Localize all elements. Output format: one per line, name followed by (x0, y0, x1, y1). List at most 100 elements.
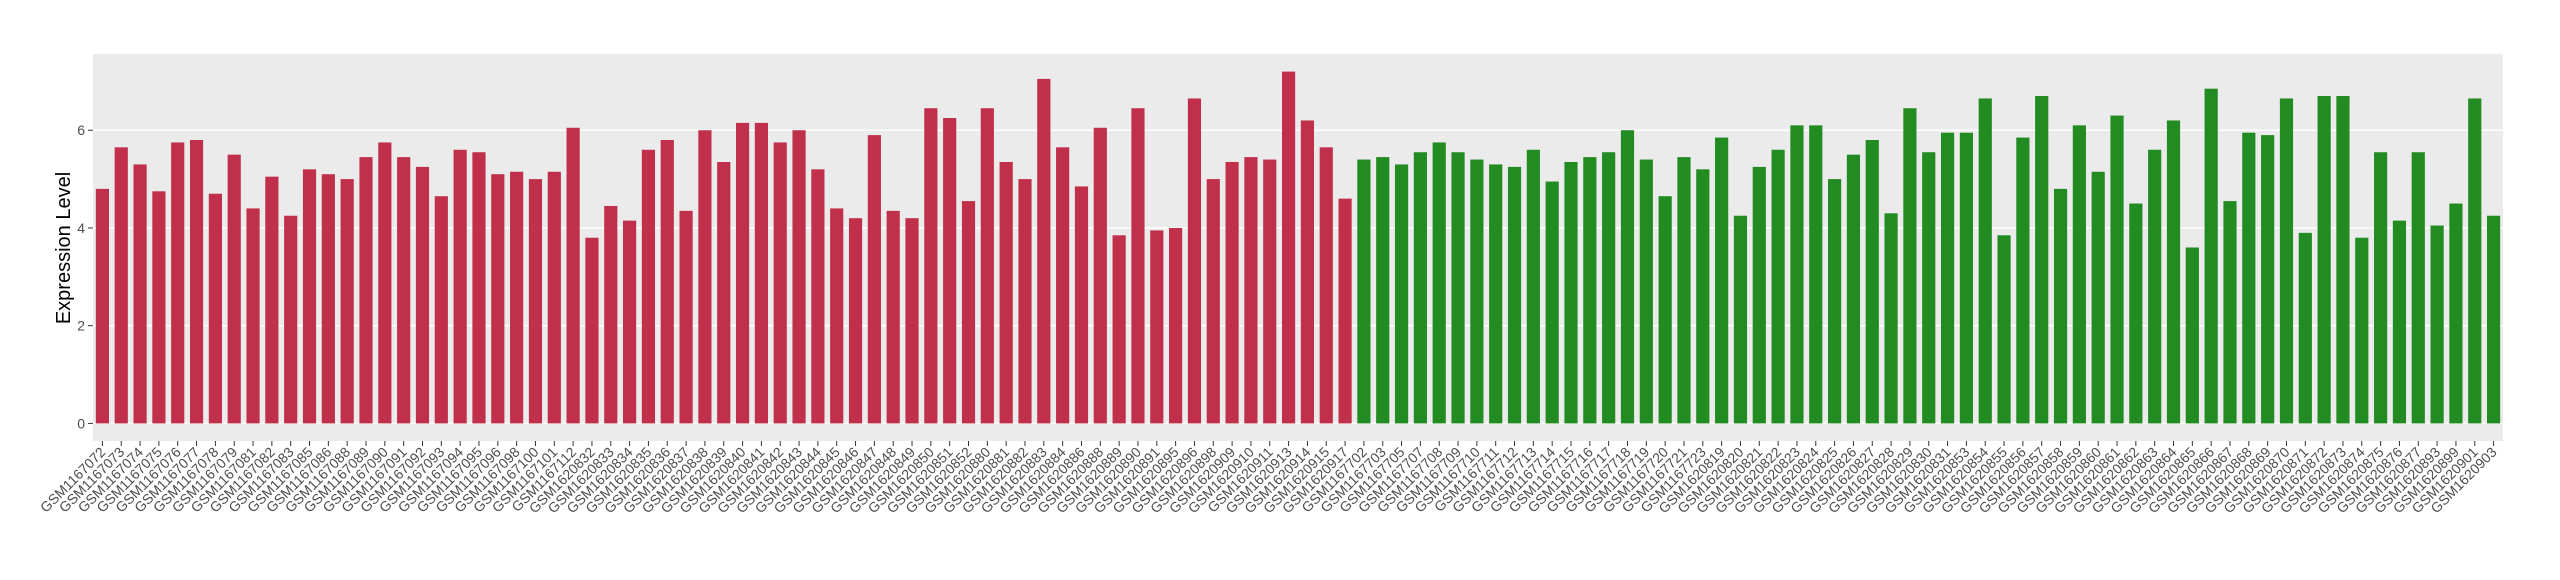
bar (302, 169, 317, 424)
bar (1263, 159, 1277, 424)
bar (1583, 157, 1597, 424)
bar (1206, 179, 1220, 424)
bar (811, 169, 825, 424)
y-tick-label: 6 (77, 122, 85, 138)
bar (961, 201, 976, 424)
bar (2261, 135, 2275, 424)
bar (2242, 132, 2256, 424)
bar (1131, 108, 1145, 424)
bar (1997, 235, 2011, 424)
bar (604, 205, 618, 424)
bar (2468, 98, 2482, 424)
bar (2317, 96, 2331, 424)
bar (2053, 188, 2068, 424)
bar (623, 220, 637, 424)
bar (171, 142, 185, 424)
bar (265, 176, 279, 424)
bar (698, 130, 712, 424)
bar (133, 164, 147, 424)
bar (1639, 159, 1653, 424)
bar (1093, 127, 1107, 424)
bar (754, 122, 768, 424)
bar (1715, 137, 1729, 424)
bar (2166, 120, 2181, 424)
bar (848, 218, 863, 424)
bar (1602, 152, 1616, 424)
bar (1828, 179, 1842, 424)
bar (924, 108, 938, 424)
bar (1413, 152, 1427, 424)
bar (1056, 147, 1070, 424)
bar (1507, 166, 1522, 424)
bar (1225, 161, 1239, 424)
bar (284, 215, 298, 424)
bar (999, 161, 1013, 424)
bar (453, 149, 467, 424)
bar (1978, 98, 1992, 424)
bar (1733, 215, 1748, 424)
bar (1959, 132, 1973, 424)
bar (1940, 132, 1955, 424)
bar (717, 161, 731, 424)
bar (114, 147, 128, 424)
bar (1018, 179, 1032, 424)
bar (152, 191, 166, 424)
bar (1300, 120, 1315, 424)
bar (2298, 232, 2312, 424)
bar (735, 122, 750, 424)
bar (2336, 96, 2350, 424)
bar (2091, 171, 2105, 424)
bar (227, 154, 241, 424)
bar (1884, 213, 1898, 424)
bar (359, 157, 373, 424)
bar (1620, 130, 1635, 424)
bar (397, 157, 411, 424)
bar (1922, 152, 1936, 424)
bar (2148, 149, 2162, 424)
bar (2204, 88, 2218, 424)
bar (1037, 78, 1051, 424)
bar (1112, 235, 1126, 424)
bar (2223, 201, 2237, 424)
bar (2016, 137, 2030, 424)
bar (547, 171, 561, 424)
bar (321, 174, 335, 424)
bar (2035, 96, 2049, 424)
bar (528, 179, 543, 424)
bar (2110, 115, 2124, 424)
bar (1696, 169, 1710, 424)
bar (1903, 108, 1917, 424)
bar (1150, 230, 1164, 424)
bar (830, 208, 844, 424)
bar (246, 208, 260, 424)
bar (1281, 71, 1296, 424)
bar (1489, 164, 1503, 424)
bar (1319, 147, 1333, 424)
bar (1677, 157, 1691, 424)
bar (1244, 157, 1258, 424)
bar (867, 135, 881, 424)
bar (2355, 237, 2369, 424)
bar (792, 130, 806, 424)
bar (1564, 161, 1578, 424)
bar (2185, 247, 2199, 424)
bar (510, 171, 524, 424)
bar (378, 142, 392, 424)
bar (434, 196, 448, 424)
bar (1394, 164, 1409, 424)
bar (905, 218, 919, 424)
bar (1846, 154, 1861, 424)
bar (340, 179, 354, 424)
bar (1545, 181, 1559, 424)
bar (189, 140, 204, 424)
y-tick-label: 0 (77, 415, 85, 431)
bar (1865, 140, 1879, 424)
bar (1432, 142, 1446, 424)
y-axis-label: Expression Level (53, 172, 75, 324)
bar (1809, 125, 1823, 424)
bar (679, 210, 693, 424)
bar (1526, 149, 1540, 424)
y-tick-label: 2 (77, 318, 85, 334)
bar (1074, 186, 1089, 424)
